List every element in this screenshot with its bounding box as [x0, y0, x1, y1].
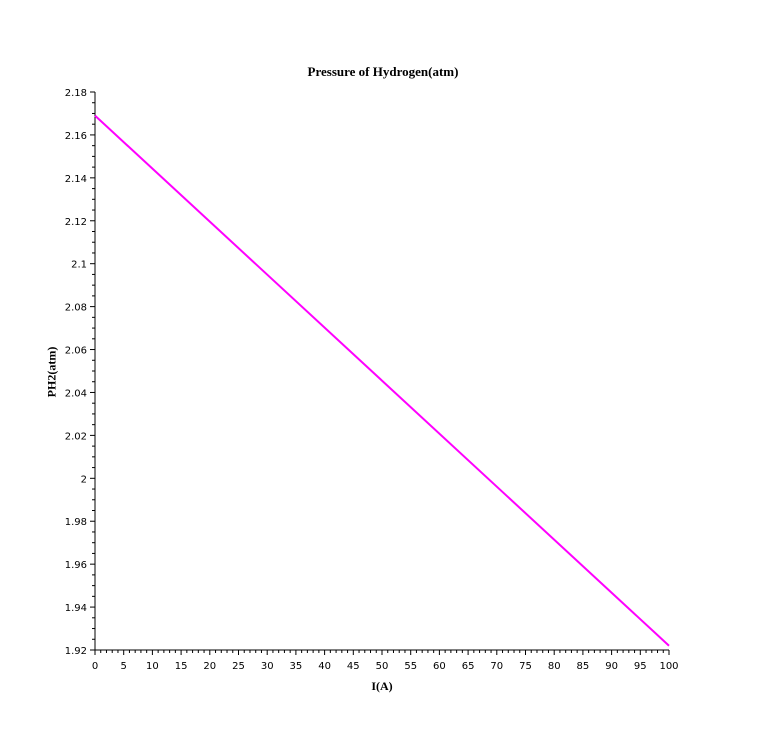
x-tick-label: 95: [634, 661, 647, 672]
x-tick-label: 20: [203, 661, 216, 672]
x-tick-label: 85: [577, 661, 590, 672]
x-axis-label: I(A): [371, 679, 393, 693]
x-tick-label: 25: [232, 661, 245, 672]
y-tick-label: 1.96: [65, 560, 87, 571]
x-tick-label: 10: [146, 661, 159, 672]
x-tick-label: 5: [121, 661, 127, 672]
x-tick-label: 35: [290, 661, 303, 672]
series-line-0: [94, 114, 670, 647]
y-tick-label: 2.04: [65, 388, 87, 399]
x-tick-label: 0: [92, 661, 98, 672]
x-tick-label: 80: [548, 661, 561, 672]
y-tick-label: 2.08: [65, 303, 87, 314]
y-tick-label: 2: [81, 474, 87, 485]
y-tick-label: 2.02: [65, 431, 87, 442]
y-tick-label: 2.18: [65, 88, 87, 99]
x-tick-label: 75: [519, 661, 532, 672]
x-tick-label: 50: [376, 661, 389, 672]
chart-title: Pressure of Hydrogen(atm): [307, 64, 459, 79]
y-tick-label: 2.16: [65, 131, 87, 142]
x-tick-label: 30: [261, 661, 274, 672]
x-tick-label: 15: [175, 661, 188, 672]
x-tick-label: 65: [462, 661, 475, 672]
y-tick-label: 1.92: [65, 646, 87, 657]
y-tick-label: 2.06: [65, 346, 87, 357]
x-tick-label: 45: [347, 661, 360, 672]
x-tick-label: 55: [404, 661, 417, 672]
y-tick-label: 1.94: [65, 603, 87, 614]
y-tick-label: 2.12: [65, 217, 87, 228]
x-tick-label: 100: [659, 661, 678, 672]
y-tick-label: 2.1: [71, 260, 87, 271]
y-tick-label: 1.98: [65, 517, 87, 528]
x-tick-label: 90: [605, 661, 618, 672]
x-tick-label: 70: [490, 661, 503, 672]
y-tick-label: 2.14: [65, 174, 87, 185]
x-tick-label: 40: [318, 661, 331, 672]
x-tick-label: 60: [433, 661, 446, 672]
